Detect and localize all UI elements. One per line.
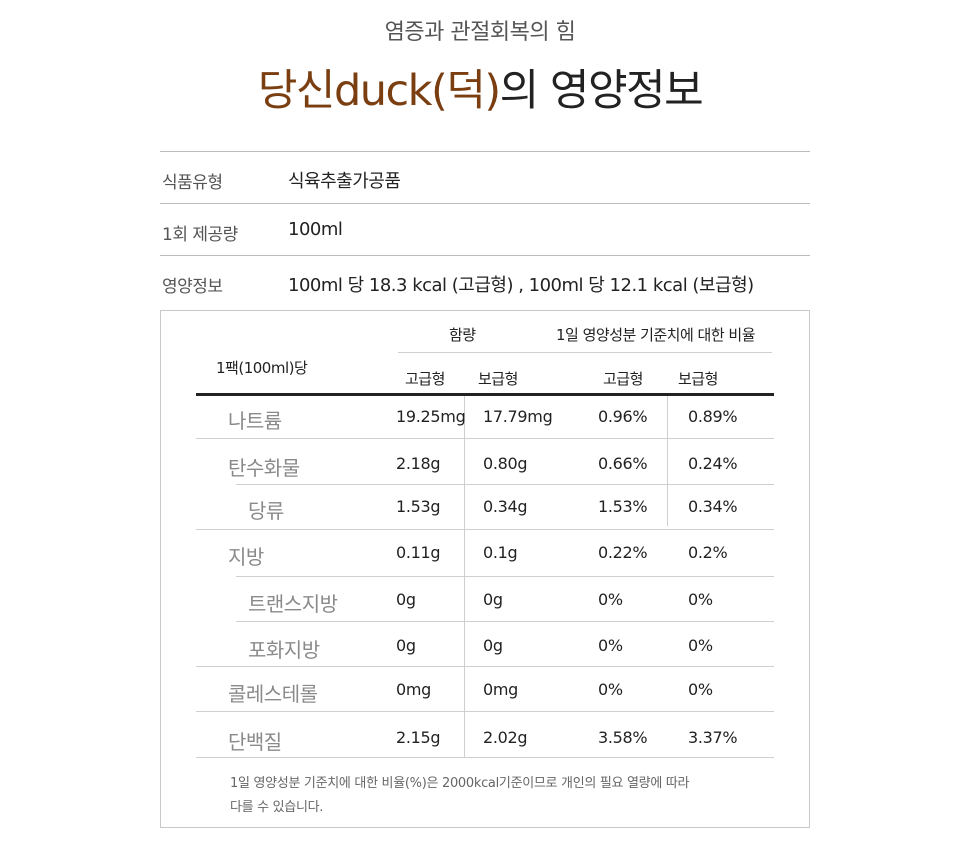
nutrient-name: 당류 <box>248 499 284 523</box>
standard-ratio: 0.34% <box>688 497 738 516</box>
premium-content: 0mg <box>396 680 432 699</box>
table-header-rule <box>196 393 774 396</box>
header-divider <box>398 352 772 353</box>
premium-ratio: 0.66% <box>598 454 648 473</box>
page-title: 당신duck(덕)의 영양정보 <box>0 56 960 118</box>
nutrient-name: 포화지방 <box>248 638 320 662</box>
title-rest: 의 영양정보 <box>499 66 704 116</box>
row-divider <box>196 529 774 530</box>
subheader-standard-content: 보급형 <box>478 370 518 388</box>
table-bottom-rule <box>196 757 774 758</box>
premium-content: 2.15g <box>396 728 441 747</box>
premium-ratio: 0.22% <box>598 543 648 562</box>
column-divider <box>464 396 465 758</box>
footnote-line: 다를 수 있습니다. <box>230 800 324 815</box>
info-row-food-type: 식품유형 식육추출가공품 <box>160 152 810 204</box>
product-info-table: 식품유형 식육추출가공품 1회 제공량 100ml 영양정보 100ml 당 1… <box>160 151 810 308</box>
standard-content: 17.79mg <box>483 407 553 426</box>
standard-content: 0.34g <box>483 497 528 516</box>
premium-ratio: 0.96% <box>598 407 648 426</box>
row-divider <box>236 576 774 577</box>
nutrient-name: 단백질 <box>228 730 282 754</box>
standard-content: 2.02g <box>483 728 528 747</box>
row-divider <box>236 621 774 622</box>
info-key: 영양정보 <box>162 277 223 297</box>
premium-ratio: 0% <box>598 636 623 655</box>
column-divider <box>667 396 668 526</box>
premium-content: 1.53g <box>396 497 441 516</box>
nutrient-name: 트랜스지방 <box>248 592 338 616</box>
info-key: 식품유형 <box>162 173 223 193</box>
nutrient-name: 지방 <box>228 545 264 569</box>
nutrient-name: 탄수화물 <box>228 456 300 480</box>
standard-ratio: 0% <box>688 590 713 609</box>
premium-content: 19.25mg <box>396 407 466 426</box>
header-daily-ratio: 1일 영양성분 기준치에 대한 비율 <box>556 326 756 344</box>
footnote: 1일 영양성분 기준치에 대한 비율(%)은 2000kcal기준이므로 개인의… <box>230 772 770 820</box>
brand-name: 당신duck(덕) <box>257 66 501 116</box>
info-value: 100ml <box>288 219 343 240</box>
subheader-premium-ratio: 고급형 <box>603 370 643 388</box>
standard-content: 0.1g <box>483 543 518 562</box>
row-divider <box>196 666 774 667</box>
standard-ratio: 0.2% <box>688 543 728 562</box>
premium-content: 0.11g <box>396 543 441 562</box>
standard-ratio: 3.37% <box>688 728 738 747</box>
premium-ratio: 1.53% <box>598 497 648 516</box>
standard-content: 0g <box>483 636 503 655</box>
row-divider <box>236 484 774 485</box>
standard-content: 0g <box>483 590 503 609</box>
info-row-nutrition: 영양정보 100ml 당 18.3 kcal (고급형) , 100ml 당 1… <box>160 256 810 308</box>
standard-ratio: 0% <box>688 680 713 699</box>
premium-ratio: 0% <box>598 590 623 609</box>
row-divider <box>196 711 774 712</box>
standard-ratio: 0.89% <box>688 407 738 426</box>
nutrient-name: 나트륨 <box>228 409 282 433</box>
info-value: 100ml 당 18.3 kcal (고급형) , 100ml 당 12.1 k… <box>288 275 754 296</box>
standard-ratio: 0.24% <box>688 454 738 473</box>
premium-content: 0g <box>396 636 416 655</box>
info-value: 식육추출가공품 <box>288 171 401 192</box>
premium-ratio: 3.58% <box>598 728 648 747</box>
info-row-serving-size: 1회 제공량 100ml <box>160 204 810 256</box>
premium-content: 0g <box>396 590 416 609</box>
subheader-premium-content: 고급형 <box>405 370 445 388</box>
header-content: 함량 <box>449 326 476 344</box>
nutrition-facts-box <box>160 310 810 828</box>
page-subtitle: 염증과 관절회복의 힘 <box>384 20 576 45</box>
info-key: 1회 제공량 <box>162 225 238 245</box>
premium-content: 2.18g <box>396 454 441 473</box>
standard-ratio: 0% <box>688 636 713 655</box>
nutrient-name: 콜레스테롤 <box>228 682 318 706</box>
standard-content: 0.80g <box>483 454 528 473</box>
subheader-standard-ratio: 보급형 <box>678 370 718 388</box>
header-per-pack: 1팩(100ml)당 <box>216 359 308 377</box>
row-divider <box>196 438 774 439</box>
footnote-line: 1일 영양성분 기준치에 대한 비율(%)은 2000kcal기준이므로 개인의… <box>230 776 690 791</box>
premium-ratio: 0% <box>598 680 623 699</box>
standard-content: 0mg <box>483 680 519 699</box>
